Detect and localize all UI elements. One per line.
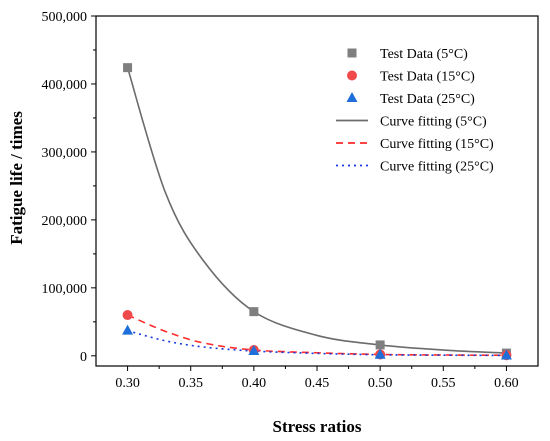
legend-marker [347, 48, 357, 58]
x-axis-title: Stress ratios [273, 417, 362, 436]
x-tick-label: 0.30 [115, 376, 140, 391]
x-tick-label: 0.50 [368, 376, 393, 391]
data-point-triangle [500, 349, 512, 360]
legend: Test Data (5°C) Test Data (15°C) Test Data… [336, 47, 494, 175]
legend-label: Test Data (5°C) [380, 47, 468, 62]
x-axis: 0.30 0.35 0.40 0.45 0.50 0.55 0.60 [115, 366, 519, 391]
legend-label: Test Data (15°C) [380, 70, 475, 85]
x-tick-label: 0.35 [178, 376, 203, 391]
fit-curve-1 [126, 67, 507, 354]
y-axis-title: Fatigue life / times [7, 111, 26, 245]
y-tick-label: 100,000 [42, 282, 88, 297]
legend-marker [346, 92, 358, 102]
y-tick-label: 400,000 [42, 78, 88, 93]
data-point-square [375, 340, 385, 350]
data-point-square [249, 307, 259, 317]
y-axis: 0 100,000 200,000 300,000 400,000 500,000 [42, 10, 96, 365]
y-tick-label: 200,000 [42, 214, 88, 229]
plot-border [95, 15, 539, 367]
data-point-circle [122, 310, 133, 321]
x-tick-label: 0.60 [494, 376, 519, 391]
legend-label: Curve fitting (5°C) [380, 115, 487, 130]
y-tick-label: 300,000 [42, 146, 88, 161]
data-point-triangle [374, 348, 386, 359]
fit-curves [126, 67, 507, 357]
x-tick-label: 0.45 [305, 376, 330, 391]
data-markers [122, 63, 512, 361]
data-point-triangle [122, 324, 134, 335]
legend-label: Test Data (25°C) [380, 92, 475, 107]
fit-curve-3 [127, 329, 507, 357]
legend-marker [347, 70, 357, 81]
data-point-square [123, 63, 133, 73]
y-tick-label: 0 [80, 350, 87, 365]
legend-label: Curve fitting (25°C) [380, 160, 494, 175]
legend-label: Curve fitting (15°C) [380, 137, 494, 152]
y-tick-label: 500,000 [42, 10, 88, 25]
plot-frame [95, 15, 539, 367]
data-point-triangle [248, 345, 260, 356]
x-tick-label: 0.40 [242, 376, 267, 391]
x-tick-label: 0.55 [431, 376, 456, 391]
